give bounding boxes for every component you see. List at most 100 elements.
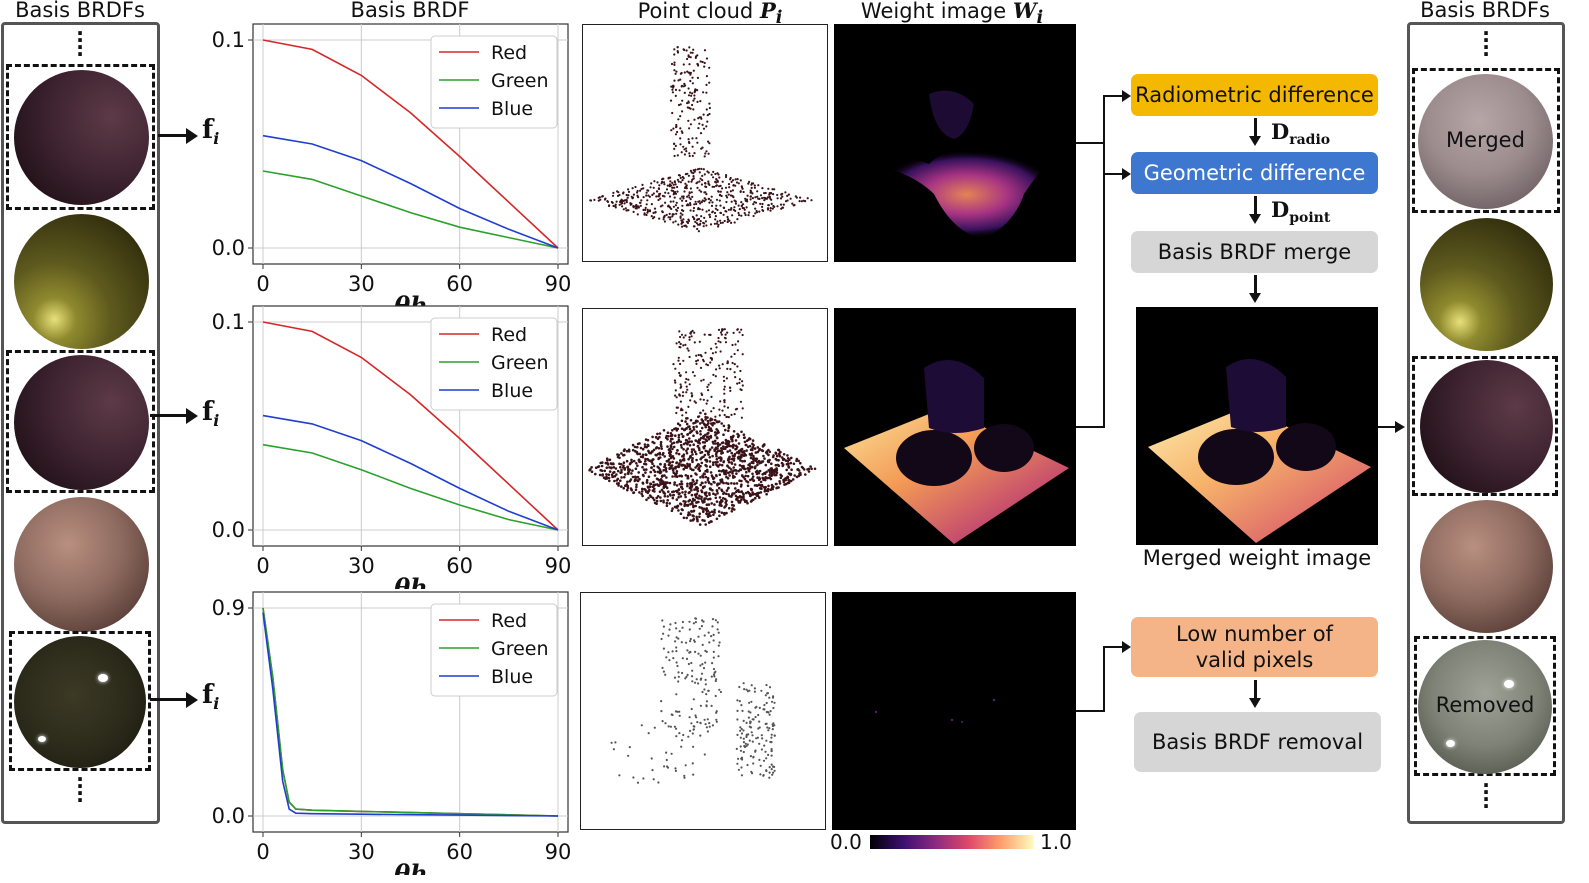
cloud-point <box>677 452 681 456</box>
cloud-point <box>643 487 646 491</box>
cloud-point <box>680 151 683 154</box>
cloud-point <box>691 680 694 683</box>
cloud-point <box>719 350 722 353</box>
cloud-point <box>671 215 674 218</box>
cloud-point <box>636 464 639 468</box>
cloud-point <box>622 208 625 211</box>
x-axis-label: θh <box>394 573 427 589</box>
cloud-point <box>698 438 702 442</box>
cloud-point <box>680 333 684 336</box>
cloud-point <box>683 71 686 74</box>
x-tick-label: 90 <box>545 554 572 578</box>
cloud-point <box>714 493 717 496</box>
cloud-point <box>678 630 681 633</box>
cloud-point <box>705 150 708 153</box>
cloud-point <box>675 627 678 630</box>
cloud-point <box>697 223 700 226</box>
cloud-point <box>616 453 619 456</box>
cloud-point <box>725 440 728 443</box>
cloud-point <box>686 417 689 420</box>
cloud-point <box>806 468 809 471</box>
cloud-point <box>706 514 710 518</box>
cloud-point <box>701 643 704 646</box>
cloud-point <box>681 491 684 494</box>
cloud-point <box>746 743 749 746</box>
arrow-down-4 <box>1254 680 1257 700</box>
cloud-point <box>610 466 613 470</box>
cloud-point <box>702 510 705 514</box>
cloud-point <box>709 497 712 501</box>
cloud-point <box>616 469 620 473</box>
cloud-point <box>675 461 679 464</box>
cloud-point <box>711 489 714 492</box>
cloud-point <box>771 773 774 776</box>
cloud-point <box>689 56 692 59</box>
cloud-point <box>786 476 790 480</box>
cloud-point <box>700 167 703 170</box>
right-sphere-olive <box>1420 218 1553 351</box>
cloud-point <box>623 473 627 476</box>
cloud-point <box>716 220 719 223</box>
cloud-point <box>677 356 680 359</box>
cloud-point <box>749 448 753 451</box>
cloud-point <box>745 470 748 474</box>
cloud-point <box>702 358 705 361</box>
cloud-point <box>716 492 719 495</box>
point-cloud-column-title: Point cloud Pi <box>637 0 783 29</box>
arrowhead-down-3 <box>1249 293 1261 303</box>
cloud-point <box>783 483 786 486</box>
cloud-point <box>675 636 678 639</box>
cloud-point <box>686 347 689 350</box>
cloud-point <box>738 457 742 460</box>
cloud-point <box>699 457 702 461</box>
cloud-point <box>645 468 648 471</box>
cloud-point <box>730 510 734 513</box>
cloud-point <box>664 673 667 676</box>
cloud-point <box>641 465 644 469</box>
cloud-point <box>747 469 751 473</box>
cloud-point <box>733 352 736 356</box>
y-tick-label: 0.0 <box>212 518 245 542</box>
cloud-point <box>742 737 745 740</box>
cloud-point <box>662 647 665 650</box>
cloud-point <box>746 484 750 488</box>
cloud-point <box>691 762 694 765</box>
cloud-point <box>700 426 704 430</box>
cloud-point <box>724 470 728 474</box>
cloud-point <box>749 722 752 725</box>
cloud-point <box>758 210 761 213</box>
cloud-point <box>601 473 604 476</box>
cloud-point <box>668 185 671 188</box>
arrow-to-fi-3 <box>150 698 188 701</box>
cloud-point <box>709 356 712 360</box>
cloud-point <box>769 740 772 744</box>
cloud-point <box>723 388 726 391</box>
cloud-point <box>678 89 681 92</box>
cloud-point <box>640 490 644 493</box>
cloud-point <box>734 202 737 205</box>
cloud-point <box>692 510 695 513</box>
cloud-point <box>738 214 741 217</box>
cloud-point <box>721 328 724 331</box>
cloud-point <box>685 422 689 426</box>
cloud-point <box>665 476 668 479</box>
cloud-point <box>675 727 678 730</box>
cloud-point <box>677 79 680 82</box>
cloud-point <box>660 488 664 492</box>
cloud-point <box>702 378 705 381</box>
cloud-point <box>727 486 730 490</box>
cloud-point <box>645 203 648 206</box>
cloud-point <box>652 186 655 189</box>
cloud-point <box>730 482 733 485</box>
cloud-point <box>804 473 807 476</box>
legend-label-blue: Blue <box>491 666 533 688</box>
cloud-point <box>690 510 693 513</box>
cloud-point <box>747 182 750 185</box>
cloud-point <box>699 664 702 667</box>
cloud-point <box>692 108 695 111</box>
cloud-point <box>768 470 772 473</box>
cloud-point <box>748 739 751 742</box>
cloud-point <box>642 777 645 780</box>
cloud-point <box>665 504 669 507</box>
